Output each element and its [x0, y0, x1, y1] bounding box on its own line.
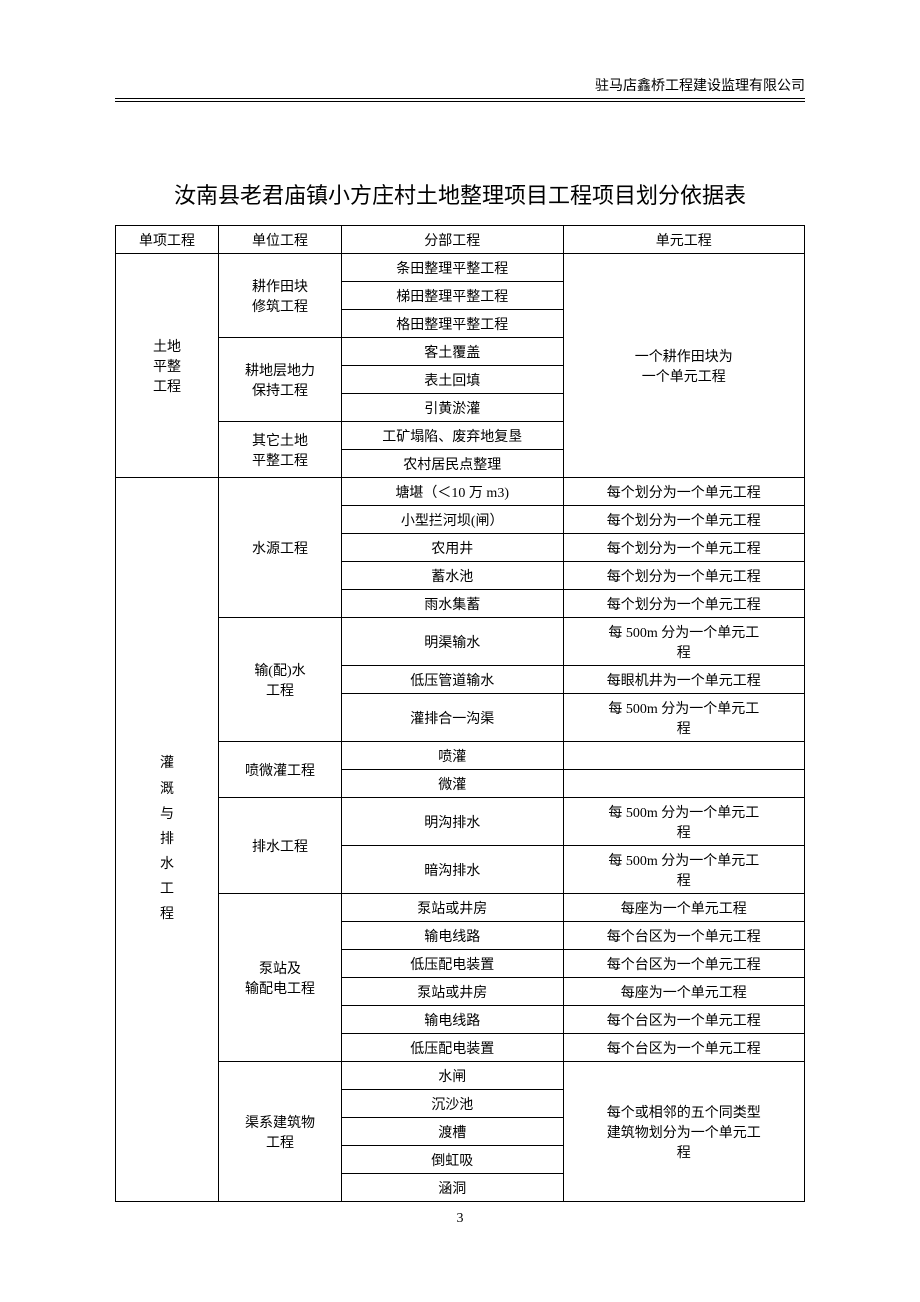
table-row: 渠系建筑物 工程 水闸 每个或相邻的五个同类型 建筑物划分为一个单元工 程: [116, 1062, 805, 1090]
header-col1: 单项工程: [116, 226, 219, 254]
main-table: 单项工程 单位工程 分部工程 单元工程 土地 平整 工程 耕作田块 修筑工程 条…: [115, 225, 805, 1202]
element-name: 每 500m 分为一个单元工 程: [563, 846, 804, 894]
table-header-row: 单项工程 单位工程 分部工程 单元工程: [116, 226, 805, 254]
table-row: 喷微灌工程 喷灌: [116, 742, 805, 770]
part-name: 输电线路: [341, 1006, 563, 1034]
element-name: 每个划分为一个单元工程: [563, 506, 804, 534]
element-name: 每个划分为一个单元工程: [563, 590, 804, 618]
section1-name: 土地 平整 工程: [116, 254, 219, 478]
unit-name: 水源工程: [219, 478, 342, 618]
part-name: 客土覆盖: [341, 338, 563, 366]
element-name: 每个台区为一个单元工程: [563, 1034, 804, 1062]
header-line: [115, 98, 805, 99]
element-name: 每个划分为一个单元工程: [563, 562, 804, 590]
unit-name: 输(配)水 工程: [219, 618, 342, 742]
part-name: 低压管道输水: [341, 666, 563, 694]
element-name: 一个耕作田块为 一个单元工程: [563, 254, 804, 478]
page-number: 3: [0, 1211, 920, 1227]
table-row: 排水工程 明沟排水 每 500m 分为一个单元工 程: [116, 798, 805, 846]
table-row: 灌 溉 与 排 水 工 程 水源工程 塘堪（＜10 万 m3) 每个划分为一个单…: [116, 478, 805, 506]
part-name: 输电线路: [341, 922, 563, 950]
part-name: 渡槽: [341, 1118, 563, 1146]
unit-name: 渠系建筑物 工程: [219, 1062, 342, 1202]
unit-name: 耕作田块 修筑工程: [219, 254, 342, 338]
part-name: 泵站或井房: [341, 978, 563, 1006]
part-name: 灌排合一沟渠: [341, 694, 563, 742]
page-title: 汝南县老君庙镇小方庄村土地整理项目工程项目划分依据表: [0, 178, 920, 210]
company-header: 驻马店鑫桥工程建设监理有限公司: [595, 75, 805, 95]
table-row: 土地 平整 工程 耕作田块 修筑工程 条田整理平整工程 一个耕作田块为 一个单元…: [116, 254, 805, 282]
part-name: 喷灌: [341, 742, 563, 770]
part-name: 蓄水池: [341, 562, 563, 590]
element-name: 每 500m 分为一个单元工 程: [563, 618, 804, 666]
part-name: 梯田整理平整工程: [341, 282, 563, 310]
element-name: 每个台区为一个单元工程: [563, 922, 804, 950]
element-name: [563, 770, 804, 798]
section2-name: 灌 溉 与 排 水 工 程: [116, 478, 219, 1202]
header-col3: 分部工程: [341, 226, 563, 254]
part-name: 微灌: [341, 770, 563, 798]
element-name: 每座为一个单元工程: [563, 894, 804, 922]
element-name: 每个划分为一个单元工程: [563, 534, 804, 562]
table-row: 输(配)水 工程 明渠输水 每 500m 分为一个单元工 程: [116, 618, 805, 666]
table-row: 泵站及 输配电工程 泵站或井房 每座为一个单元工程: [116, 894, 805, 922]
element-name: 每个或相邻的五个同类型 建筑物划分为一个单元工 程: [563, 1062, 804, 1202]
part-name: 小型拦河坝(闸）: [341, 506, 563, 534]
header-col2: 单位工程: [219, 226, 342, 254]
element-name: [563, 742, 804, 770]
part-name: 表土回填: [341, 366, 563, 394]
header-col4: 单元工程: [563, 226, 804, 254]
element-name: 每个台区为一个单元工程: [563, 1006, 804, 1034]
part-name: 明沟排水: [341, 798, 563, 846]
element-name: 每 500m 分为一个单元工 程: [563, 798, 804, 846]
unit-name: 其它土地 平整工程: [219, 422, 342, 478]
element-name: 每眼机井为一个单元工程: [563, 666, 804, 694]
element-name: 每个划分为一个单元工程: [563, 478, 804, 506]
part-name: 低压配电装置: [341, 950, 563, 978]
element-name: 每 500m 分为一个单元工 程: [563, 694, 804, 742]
element-name: 每座为一个单元工程: [563, 978, 804, 1006]
part-name: 农用井: [341, 534, 563, 562]
part-name: 水闸: [341, 1062, 563, 1090]
part-name: 塘堪（＜10 万 m3): [341, 478, 563, 506]
part-name: 沉沙池: [341, 1090, 563, 1118]
unit-name: 排水工程: [219, 798, 342, 894]
element-name: 每个台区为一个单元工程: [563, 950, 804, 978]
part-name: 农村居民点整理: [341, 450, 563, 478]
part-name: 条田整理平整工程: [341, 254, 563, 282]
part-name: 暗沟排水: [341, 846, 563, 894]
unit-name: 泵站及 输配电工程: [219, 894, 342, 1062]
part-name: 雨水集蓄: [341, 590, 563, 618]
part-name: 倒虹吸: [341, 1146, 563, 1174]
part-name: 低压配电装置: [341, 1034, 563, 1062]
part-name: 引黄淤灌: [341, 394, 563, 422]
unit-name: 耕地层地力 保持工程: [219, 338, 342, 422]
part-name: 涵洞: [341, 1174, 563, 1202]
part-name: 泵站或井房: [341, 894, 563, 922]
header-line-2: [115, 101, 805, 102]
part-name: 格田整理平整工程: [341, 310, 563, 338]
part-name: 工矿塌陷、废弃地复垦: [341, 422, 563, 450]
unit-name: 喷微灌工程: [219, 742, 342, 798]
part-name: 明渠输水: [341, 618, 563, 666]
